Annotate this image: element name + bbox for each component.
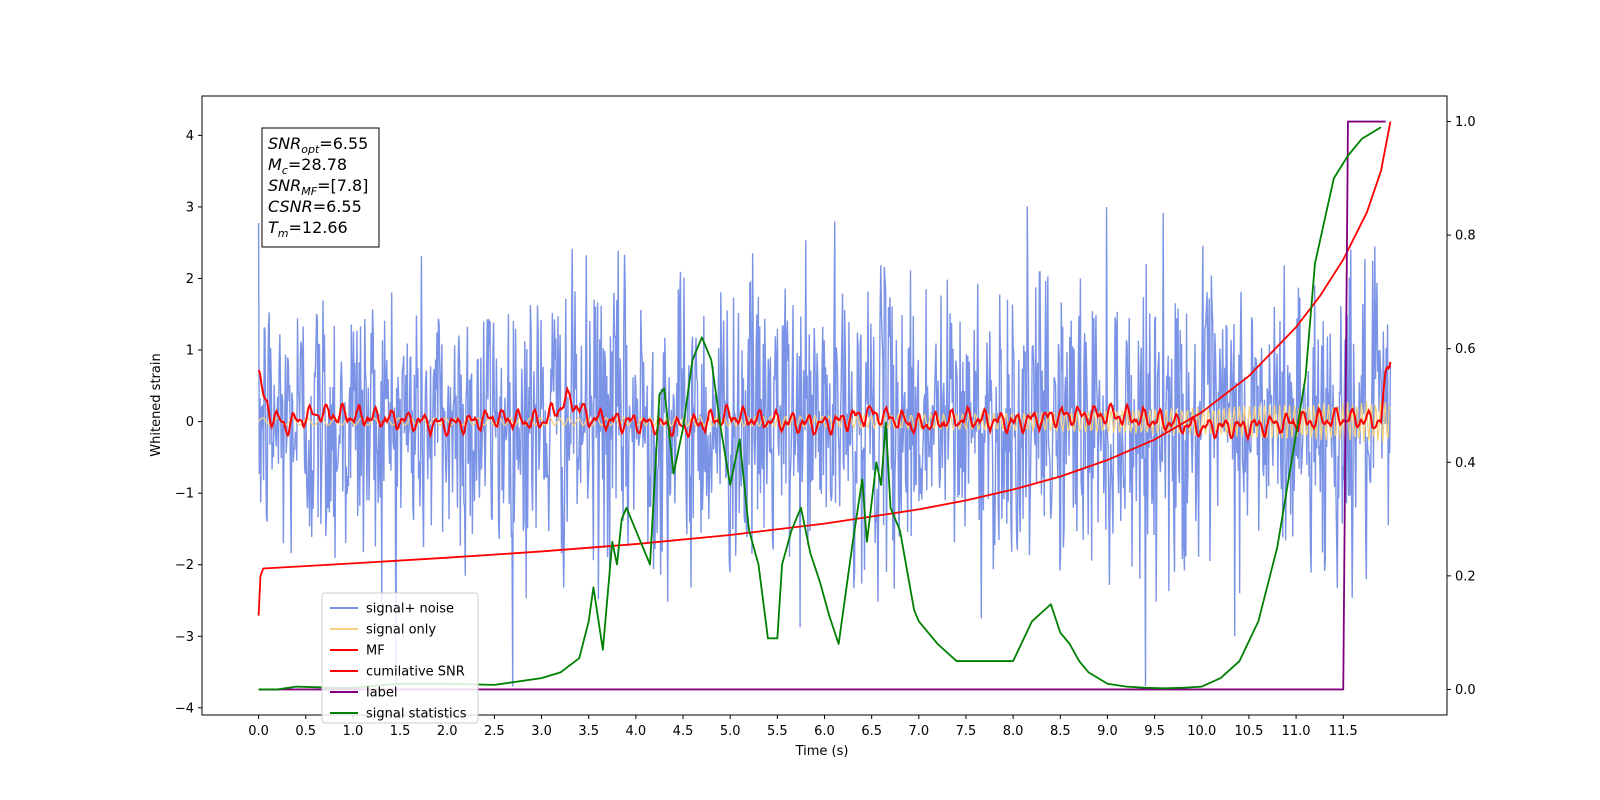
info-line: Tm=12.66 (268, 218, 348, 240)
x-tick-label: 3.5 (578, 724, 599, 739)
info-symbol: CSNR (268, 197, 313, 216)
y-tick-label: 2 (186, 272, 194, 287)
info-value: =6.55 (319, 134, 368, 153)
series-signal-noise-line (257, 206, 1392, 687)
x-tick-label: 1.0 (343, 724, 364, 739)
x-tick-label: 9.5 (1144, 724, 1165, 739)
info-box-frame (261, 127, 380, 248)
info-subscript: opt (301, 143, 320, 156)
x-tick-label: 1.5 (390, 724, 411, 739)
legend-label: label (366, 686, 397, 701)
y-tick-label: 0 (186, 415, 194, 430)
x-tick-label: 10.0 (1187, 724, 1216, 739)
y2-tick-label: 1.0 (1455, 115, 1476, 130)
x-tick-label: 8.5 (1050, 724, 1071, 739)
x-tick-label: 2.0 (437, 724, 458, 739)
y2-tick-label: 0.8 (1455, 229, 1476, 244)
x-tick-label: 2.5 (484, 724, 505, 739)
legend-frame (321, 592, 479, 724)
y-tick-label: −2 (175, 558, 194, 573)
info-value: =12.66 (289, 218, 348, 237)
series-mf-line (257, 361, 1392, 442)
series-signal-statistics-line (258, 126, 1382, 691)
x-tick-label: 10.5 (1234, 724, 1263, 739)
info-subscript: MF (301, 185, 317, 198)
info-value: =[7.8] (317, 176, 368, 195)
series-label-line (258, 120, 1386, 691)
y-tick-label: 4 (186, 129, 194, 144)
info-line: CSNR=6.55 (268, 197, 362, 216)
info-value: =6.55 (313, 197, 362, 216)
series-cumulative-snr-line (257, 121, 1392, 616)
legend-label: MF (366, 644, 385, 659)
x-tick-label: 7.0 (908, 724, 929, 739)
x-tick-label: 3.0 (531, 724, 552, 739)
info-line: SNRopt=6.55 (268, 134, 368, 156)
legend-label: cumilative SNR (366, 665, 465, 680)
y-tick-label: 3 (186, 200, 194, 215)
series-layer (257, 120, 1392, 691)
info-value: =28.78 (288, 155, 347, 174)
x-tick-label: 8.0 (1003, 724, 1024, 739)
x-tick-label: 0.5 (295, 724, 316, 739)
x-tick-label: 4.0 (626, 724, 647, 739)
y-axis-title: Whitened strain (149, 353, 164, 456)
info-line: SNRMF=[7.8] (268, 176, 368, 198)
y-tick-label: −4 (175, 701, 194, 716)
info-line: Mc=28.78 (268, 155, 347, 177)
x-tick-label: 6.0 (814, 724, 835, 739)
x-axis-title: Time (s) (795, 744, 849, 759)
info-subscript: c (282, 164, 288, 177)
x-tick-label: 7.5 (956, 724, 977, 739)
legend: signal+ noise signal only MF cumilative SNR… (321, 592, 479, 724)
y-tick-label: 1 (186, 344, 194, 359)
info-symbol: T (268, 218, 279, 237)
info-subscript: m (278, 227, 289, 240)
legend-label: signal only (366, 623, 436, 638)
x-tick-label: 0.0 (248, 724, 269, 739)
y-axis-left: −4 −3 −2 −1 0 1 2 3 4 (175, 129, 202, 716)
info-symbol: M (268, 155, 282, 174)
y-tick-label: −3 (175, 630, 194, 645)
x-axis: 0.0 0.5 1.0 1.5 2.0 2.5 3.0 3.5 4.0 4.5 5.0 5.5 6.0 6… (248, 715, 1358, 739)
x-tick-label: 11.0 (1282, 724, 1311, 739)
y-tick-label: −1 (175, 487, 194, 502)
x-tick-label: 11.5 (1329, 724, 1358, 739)
x-tick-label: 6.5 (861, 724, 882, 739)
x-tick-label: 9.0 (1097, 724, 1118, 739)
y-axis-right: 0.0 0.2 0.4 0.6 0.8 1.0 (1447, 115, 1476, 698)
x-tick-label: 5.0 (720, 724, 741, 739)
y2-tick-label: 0.0 (1455, 683, 1476, 698)
legend-label: signal statistics (366, 707, 467, 722)
info-symbol: SNR (268, 176, 301, 195)
legend-label: signal+ noise (366, 602, 454, 617)
series-signal-only-line (258, 400, 1391, 443)
y2-tick-label: 0.2 (1455, 569, 1476, 584)
y2-tick-label: 0.6 (1455, 342, 1476, 357)
info-symbol: SNR (268, 134, 301, 153)
x-tick-label: 5.5 (767, 724, 788, 739)
x-tick-label: 4.5 (673, 724, 694, 739)
info-box: SNRopt=6.55Mc=28.78SNRMF=[7.8]CSNR=6.55T… (261, 127, 380, 248)
y2-tick-label: 0.4 (1455, 456, 1476, 471)
